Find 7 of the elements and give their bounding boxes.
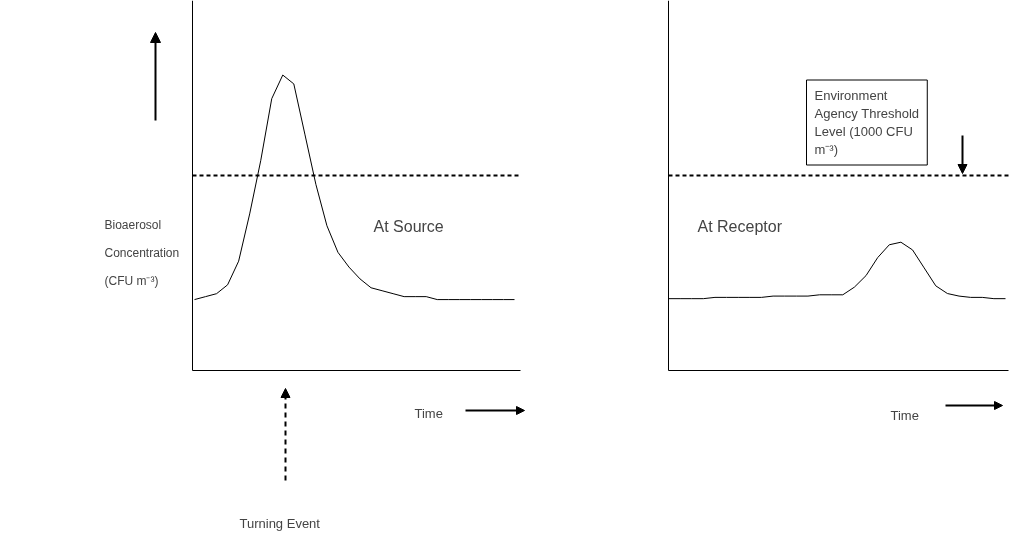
annotation: At Source xyxy=(373,218,444,235)
x-axis-title: Time xyxy=(890,408,919,423)
ref-line-label: Environment Agency Threshold Level (1000 CFU m⁻³) xyxy=(814,88,920,157)
x-axis-title: Time xyxy=(414,406,443,421)
text: Turning Event xyxy=(239,516,321,531)
y-axis-title: Bioaerosol Concentration (CFU m⁻³) xyxy=(104,217,180,288)
text: At Receptor xyxy=(697,218,783,235)
